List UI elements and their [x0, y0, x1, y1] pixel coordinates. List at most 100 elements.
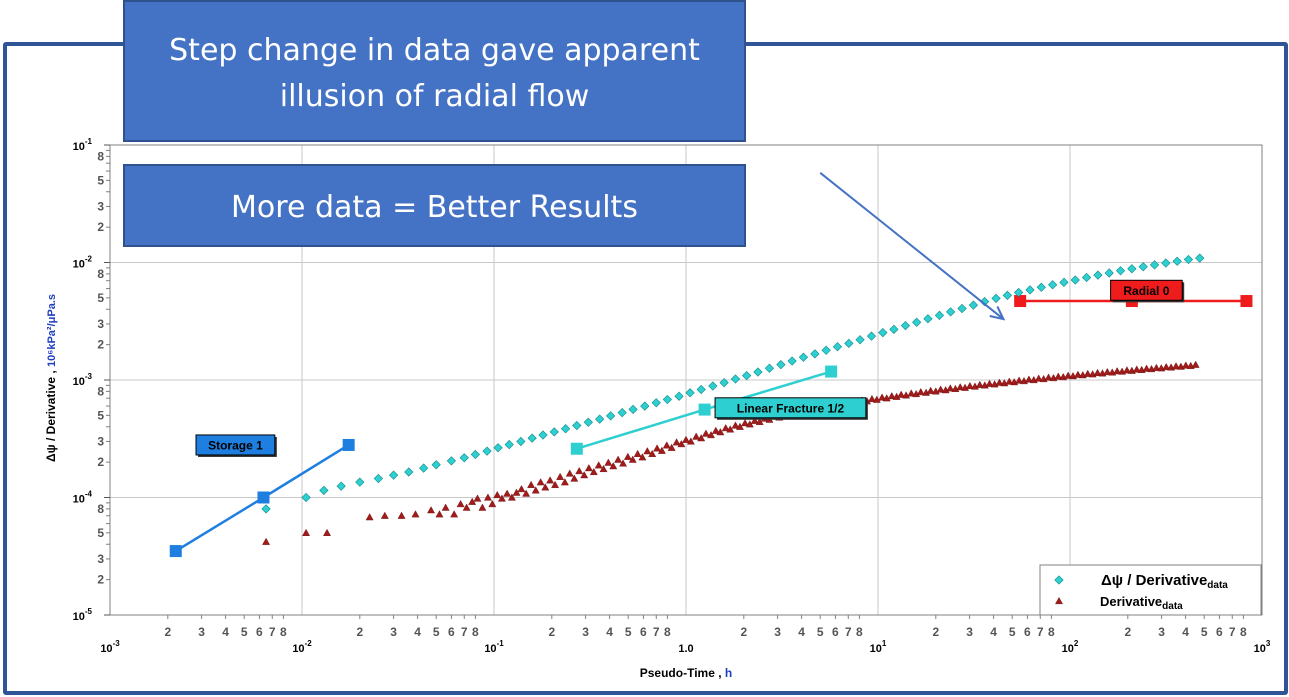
fit-line-handle	[698, 403, 711, 416]
data-point-triangle	[643, 447, 652, 455]
x-minor-tick-label: 8	[856, 625, 863, 639]
arrow-head	[989, 306, 1006, 321]
fit-label-box	[195, 434, 276, 456]
data-point-triangle	[1142, 364, 1151, 372]
x-tick-exponent: 1	[882, 639, 887, 648]
data-point-diamond	[431, 460, 441, 470]
data-point-diamond	[504, 439, 514, 450]
data-point-diamond	[923, 314, 933, 324]
data-point-diamond	[549, 427, 559, 437]
x-minor-tick-label: 3	[966, 625, 973, 639]
x-major-tick-label: 102	[1062, 639, 1079, 655]
x-minor-tick-label: 4	[414, 625, 421, 639]
data-point-triangle	[956, 383, 965, 391]
fit-line-handle	[1240, 295, 1253, 308]
x-tick-exponent: -3	[113, 639, 121, 648]
data-point-diamond	[878, 328, 888, 338]
y-tick-exponent: -3	[85, 372, 93, 381]
fit-label-box	[714, 397, 867, 419]
y-minor-tick-label: 8	[97, 267, 104, 281]
x-minor-tick-label: 4	[990, 625, 997, 639]
y-minor-tick-label: 5	[97, 173, 104, 187]
y-major-tick-label: 10-4	[73, 490, 93, 506]
x-minor-tick-label: 3	[774, 625, 781, 639]
fit-lines	[169, 295, 1253, 558]
x-major-tick-label: 101	[870, 639, 887, 655]
data-point-triangle	[887, 392, 896, 400]
data-point-diamond	[301, 492, 311, 503]
data-point-triangle	[716, 428, 725, 436]
x-minor-tick-label: 2	[1124, 625, 1131, 639]
x-minor-tick-label: 8	[472, 625, 479, 639]
callout-more-data-text: More data = Better Results	[231, 190, 638, 225]
x-minor-tick-label: 7	[653, 625, 660, 639]
fit-label-0: Storage 1	[195, 434, 277, 457]
y-minor-tick-label: 2	[97, 338, 104, 352]
data-point-diamond	[583, 417, 593, 427]
data-point-diamond	[787, 356, 797, 366]
data-point-triangle	[517, 485, 526, 493]
data-point-triangle	[614, 455, 623, 463]
data-point-diamond	[1115, 266, 1126, 276]
fit-label-text: Linear Fracture 1/2	[737, 401, 845, 415]
x-minor-tick-label: 2	[932, 625, 939, 639]
data-point-triangle	[435, 510, 444, 518]
y-major-tick-label: 10-5	[73, 607, 93, 623]
fit-line-handle	[1014, 295, 1027, 308]
x-minor-tick-label: 2	[164, 625, 171, 639]
data-point-triangle	[1181, 361, 1190, 369]
x-minor-tick-label: 7	[461, 625, 468, 639]
data-point-triangle	[527, 480, 536, 488]
data-point-triangle	[750, 416, 759, 424]
data-point-triangle	[667, 443, 676, 451]
data-point-diamond	[685, 388, 695, 398]
data-point-diamond	[1048, 280, 1058, 290]
data-point-triangle	[745, 420, 754, 428]
fit-label-text: Storage 1	[208, 438, 263, 452]
x-minor-tick-label: 8	[664, 625, 671, 639]
annotation-arrow	[819, 172, 1006, 321]
data-point-triangle	[701, 429, 710, 437]
data-point-triangle	[1113, 367, 1122, 375]
data-point-triangle	[995, 378, 1004, 386]
y-minor-tick-label: 5	[97, 291, 104, 305]
data-point-triangle	[522, 489, 531, 497]
data-point-diamond	[844, 338, 854, 348]
data-point-triangle	[946, 384, 955, 392]
data-point-triangle	[323, 528, 331, 536]
data-point-triangle	[575, 467, 584, 475]
x-minor-tick-label: 5	[433, 625, 440, 639]
data-point-diamond	[1161, 258, 1171, 268]
data-point-diamond	[889, 324, 899, 334]
data-point-triangle	[648, 449, 657, 457]
data-point-diamond	[1025, 285, 1035, 295]
data-point-triangle	[1005, 377, 1014, 385]
data-point-diamond	[628, 404, 638, 415]
data-point-triangle	[657, 446, 666, 454]
data-point-triangle	[711, 426, 720, 434]
y-tick-exponent: -4	[85, 490, 93, 499]
data-point-triangle	[1191, 360, 1200, 368]
data-point-triangle	[1044, 373, 1053, 381]
data-point-triangle	[488, 500, 497, 508]
y-minor-tick-label: 3	[97, 317, 104, 331]
y-minor-tick-label: 5	[97, 526, 104, 540]
data-point-diamond	[651, 398, 661, 408]
data-point-triangle	[473, 494, 482, 502]
data-point-diamond	[1036, 282, 1046, 292]
y-major-tick-label: 10-2	[73, 255, 93, 271]
data-point-triangle	[902, 391, 910, 399]
data-point-diamond	[719, 377, 729, 388]
y-tick-exponent: -1	[85, 137, 93, 146]
data-point-diamond	[753, 367, 763, 377]
data-point-diamond	[404, 467, 414, 477]
data-point-triangle	[380, 511, 389, 519]
x-minor-tick-label: 3	[390, 625, 397, 639]
x-minor-tick-label: 3	[198, 625, 205, 639]
x-minor-tick-label: 6	[640, 625, 647, 639]
data-point-triangle	[551, 480, 560, 488]
fit-line-labels: Storage 1 Linear Fracture 1/2 Radial 0	[195, 279, 1185, 457]
fit-line-handle	[570, 442, 583, 455]
